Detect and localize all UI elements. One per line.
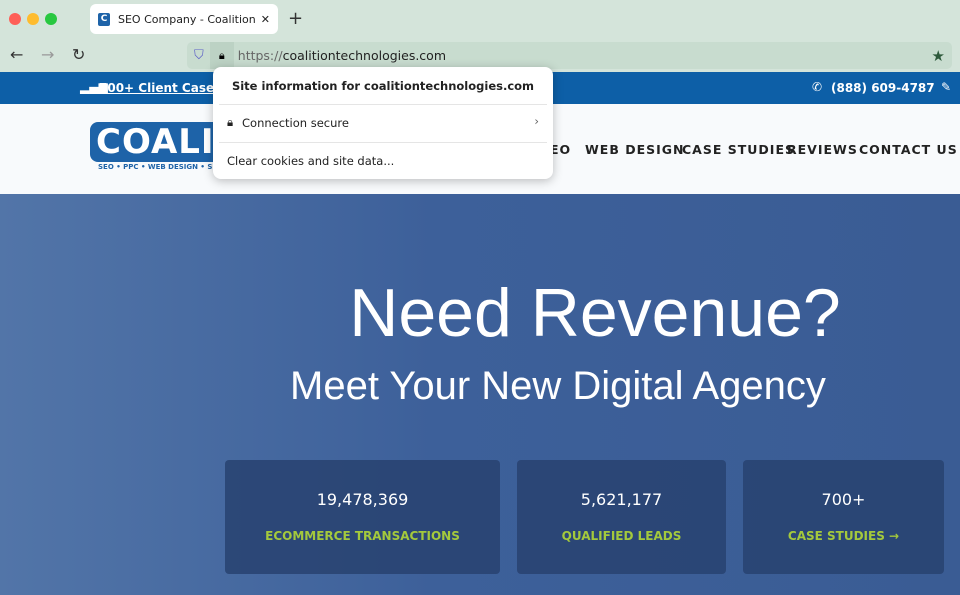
case-studies-link[interactable]: CASE STUDIES → bbox=[787, 529, 900, 543]
stat-label: ECOMMERCE TRANSACTIONS bbox=[265, 529, 460, 543]
stat-card: 5,621,177 QUALIFIED LEADS bbox=[517, 460, 726, 574]
site-info-popup: Site information for coalitiontechnologi… bbox=[213, 67, 553, 179]
hero-subtitle: Meet Your New Digital Agency bbox=[290, 364, 826, 408]
connection-secure-label: Connection secure bbox=[242, 116, 349, 130]
signal-icon: ▂▄▆ bbox=[80, 80, 108, 94]
stat-value: 19,478,369 bbox=[316, 490, 409, 509]
new-tab-button[interactable]: + bbox=[288, 8, 304, 29]
phone-icon: ✆ bbox=[812, 80, 823, 94]
url-scheme: https:// bbox=[237, 48, 283, 63]
shield-icon[interactable]: ⛉ bbox=[194, 48, 204, 63]
clear-cookies-item[interactable]: Clear cookies and site data... bbox=[219, 142, 547, 179]
lock-icon[interactable]: 🔒︎ bbox=[209, 42, 234, 69]
hero-title: Need Revenue? bbox=[349, 275, 841, 351]
forward-button[interactable]: → bbox=[41, 45, 55, 64]
stat-value: 700+ bbox=[821, 490, 866, 509]
nav-web-design[interactable]: WEB DESIGN bbox=[585, 142, 685, 157]
favicon-icon: C bbox=[98, 12, 110, 26]
logo[interactable]: COALITION bbox=[90, 122, 230, 162]
tab-title: SEO Company - Coalition - 2023 bbox=[118, 12, 257, 26]
stat-card[interactable]: 700+ CASE STUDIES → bbox=[743, 460, 944, 574]
connection-secure-item[interactable]: 🔒︎ Connection secure › bbox=[219, 104, 547, 142]
url-bar[interactable]: ⛉ 🔒︎ https://coalitiontechnologies.com ★ bbox=[187, 42, 952, 69]
nav-reviews[interactable]: REVIEWS bbox=[787, 142, 858, 157]
reload-button[interactable]: ↻ bbox=[72, 45, 86, 64]
phone-link[interactable]: (888) 609-4787 bbox=[831, 81, 935, 95]
back-button[interactable]: ← bbox=[10, 45, 24, 64]
url-host: coalitiontechnologies.com bbox=[282, 48, 447, 63]
quote-icon[interactable]: ✎ bbox=[941, 80, 952, 94]
stat-label: QUALIFIED LEADS bbox=[561, 529, 682, 543]
minimize-window-button[interactable] bbox=[27, 13, 39, 25]
stat-value: 5,621,177 bbox=[580, 490, 663, 509]
clear-cookies-label: Clear cookies and site data... bbox=[227, 154, 395, 168]
hero: Need Revenue? Meet Your New Digital Agen… bbox=[0, 194, 960, 595]
stat-card: 19,478,369 ECOMMERCE TRANSACTIONS bbox=[225, 460, 500, 574]
tab-active[interactable]: C SEO Company - Coalition - 2023 ✕ bbox=[90, 4, 278, 34]
close-window-button[interactable] bbox=[9, 13, 21, 25]
tab-bar: C SEO Company - Coalition - 2023 ✕ + bbox=[0, 0, 960, 38]
maximize-window-button[interactable] bbox=[45, 13, 57, 25]
popup-title: Site information for coalitiontechnologi… bbox=[231, 79, 535, 93]
lock-icon: 🔒︎ bbox=[227, 115, 234, 129]
nav-bar: ← → ↻ ⛉ 🔒︎ https://coalitiontechnologies… bbox=[0, 38, 960, 72]
bookmark-star-icon[interactable]: ★ bbox=[931, 46, 945, 65]
nav-case-studies[interactable]: CASE STUDIES bbox=[682, 142, 795, 157]
close-tab-icon[interactable]: ✕ bbox=[260, 12, 270, 26]
logo-tagline: SEO • PPC • WEB DESIGN • SERVICES bbox=[98, 163, 246, 171]
nav-contact-us[interactable]: CONTACT US bbox=[859, 142, 958, 157]
chevron-right-icon: › bbox=[534, 114, 539, 128]
